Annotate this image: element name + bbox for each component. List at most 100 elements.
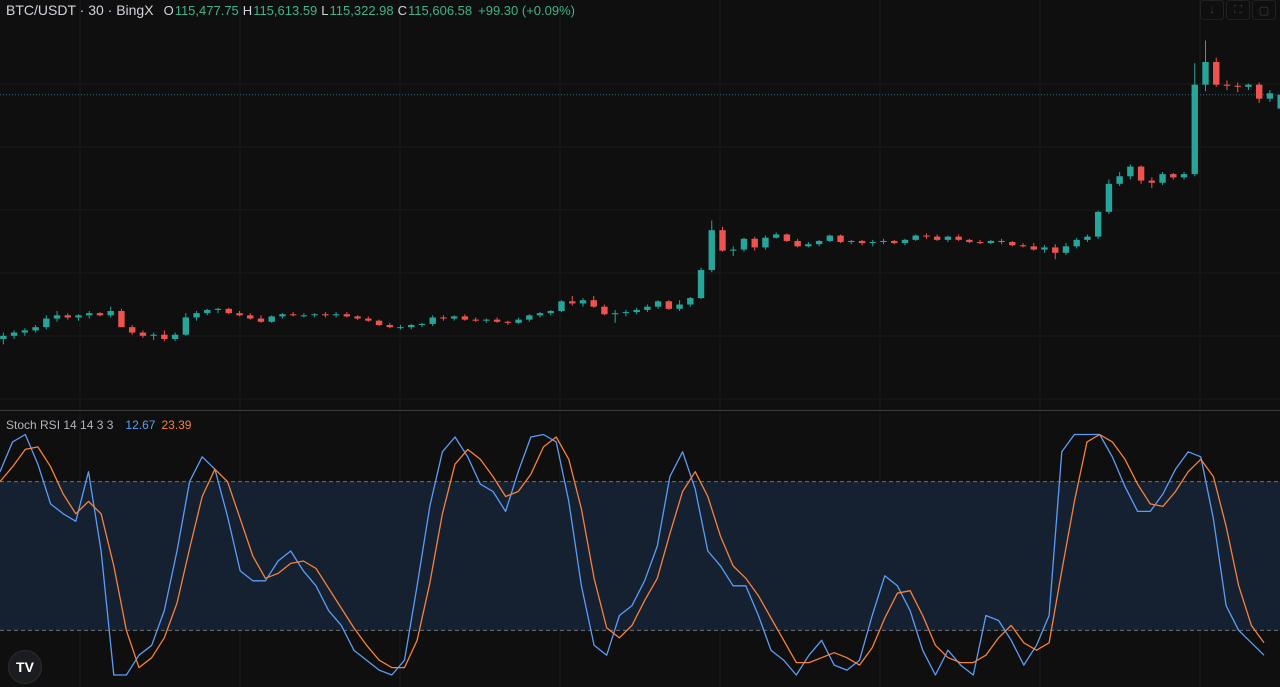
- candle-body: [547, 311, 554, 314]
- candle-body: [912, 235, 919, 240]
- candle-body: [794, 240, 801, 247]
- candle-body: [225, 308, 232, 314]
- candle-body: [1266, 93, 1274, 99]
- candle-body: [397, 327, 404, 329]
- candle-body: [966, 239, 973, 243]
- candle-body: [365, 318, 372, 321]
- candle-body: [923, 235, 930, 237]
- candle-body: [944, 236, 952, 240]
- candle-body: [891, 240, 898, 244]
- candle-body: [1127, 166, 1134, 177]
- candle-body: [558, 301, 565, 311]
- candle-body: [493, 319, 501, 322]
- candle-body: [440, 317, 447, 319]
- d-value: 23.39: [161, 418, 192, 432]
- candle-body: [654, 301, 662, 307]
- candle-body: [955, 236, 962, 240]
- stoch-d-line: [0, 433, 1265, 669]
- candle-body: [418, 323, 426, 326]
- candle-body: [880, 240, 887, 243]
- candle-body: [805, 244, 812, 247]
- move-down-icon[interactable]: ↓: [1200, 0, 1224, 20]
- candle-body: [279, 314, 286, 317]
- candle-body: [515, 319, 522, 323]
- candle-body: [1137, 166, 1145, 181]
- candle-body: [118, 311, 125, 328]
- candle-body: [322, 314, 329, 316]
- low-label: L: [321, 2, 329, 18]
- candle-body: [569, 301, 576, 304]
- candle-body: [901, 239, 909, 244]
- candle-body: [86, 313, 93, 316]
- close-value: 115,606.58: [408, 2, 473, 18]
- stoch-rsi-pane: [0, 433, 1280, 676]
- candle-body: [75, 315, 82, 318]
- candle-body: [1277, 94, 1280, 109]
- candle-body: [1245, 84, 1252, 87]
- candle-body: [579, 300, 587, 304]
- candle-body: [826, 235, 834, 241]
- candle-body: [236, 313, 243, 316]
- candle-body: [837, 235, 844, 243]
- indicator-legend[interactable]: Stoch RSI 14 14 3 3 12.67 23.39: [6, 418, 191, 432]
- candle-body: [1019, 245, 1027, 247]
- candle-body: [214, 308, 222, 310]
- candle-body: [730, 249, 737, 251]
- candle-body: [128, 327, 136, 333]
- candle-body: [150, 334, 157, 336]
- candle-body: [1170, 174, 1177, 178]
- candle-body: [1180, 174, 1188, 178]
- candle-body: [1191, 84, 1198, 175]
- candle-body: [343, 314, 351, 317]
- k-value: 12.67: [125, 418, 156, 432]
- high-label: H: [242, 2, 253, 18]
- candle-body: [590, 300, 597, 307]
- candle-body: [1255, 84, 1263, 99]
- symbol-legend: BTC/USDT · 30 · BingX O 115,477.75 H 115…: [6, 1, 575, 19]
- maximize-icon[interactable]: ⛶: [1226, 0, 1250, 20]
- candle-body: [740, 238, 748, 250]
- candle-body: [1062, 246, 1070, 253]
- candle-body: [182, 317, 190, 335]
- candle-body: [687, 298, 694, 305]
- candle-body: [64, 315, 71, 318]
- candle-body: [697, 270, 705, 299]
- candle-body: [633, 309, 640, 313]
- candle-body: [193, 313, 200, 318]
- change-value: +99.30 (+0.09%): [478, 2, 575, 18]
- candle-body: [472, 319, 479, 321]
- candle-body: [1073, 239, 1080, 247]
- candle-body: [0, 335, 7, 340]
- candle-body: [1009, 242, 1016, 246]
- candle-body: [772, 234, 780, 238]
- candle-body: [43, 318, 50, 328]
- candle-body: [1159, 174, 1166, 183]
- candle-body: [611, 313, 619, 315]
- candle-body: [858, 240, 866, 244]
- candle-body: [1105, 183, 1113, 212]
- candle-body: [601, 306, 608, 315]
- candle-body: [869, 242, 876, 244]
- candle-body: [107, 311, 114, 316]
- high-value: 115,613.59: [253, 2, 318, 18]
- candle-body: [1116, 176, 1123, 184]
- restore-icon[interactable]: ▢: [1252, 0, 1276, 20]
- pane-controls: ↓ ⛶ ▢: [1200, 0, 1276, 20]
- candle-body: [429, 317, 436, 324]
- indicator-name: Stoch RSI 14 14 3 3: [6, 418, 114, 432]
- candle-body: [1213, 62, 1220, 85]
- candle-body: [708, 230, 715, 271]
- candle-body: [976, 242, 984, 244]
- tradingview-logo[interactable]: TV: [8, 650, 42, 684]
- close-label: C: [397, 2, 408, 18]
- candle-body: [622, 312, 630, 314]
- candle-body: [257, 318, 265, 322]
- symbol-title[interactable]: BTC/USDT · 30 · BingX: [6, 2, 154, 18]
- candle-body: [1223, 84, 1231, 86]
- candle-body: [1052, 247, 1059, 253]
- candle-body: [386, 325, 393, 328]
- candle-body: [536, 313, 544, 316]
- candle-body: [483, 319, 490, 321]
